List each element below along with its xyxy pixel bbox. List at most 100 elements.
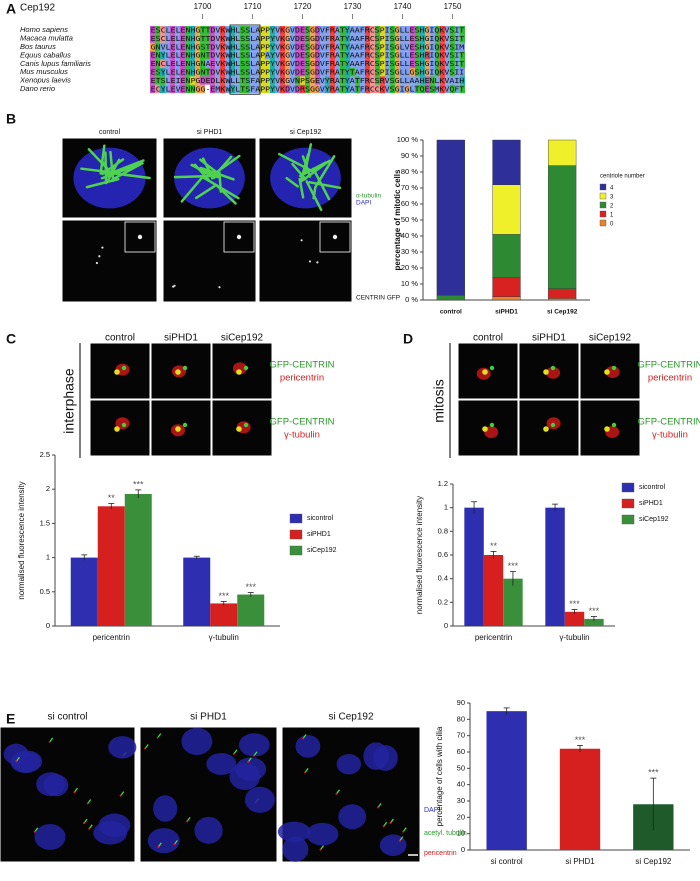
residue-cell [460, 84, 465, 94]
residue-cell [450, 34, 455, 43]
micrograph [518, 342, 580, 400]
micrograph [89, 399, 151, 457]
residue-cell [220, 68, 225, 77]
residue-cell [160, 68, 165, 77]
bar-segment [492, 296, 521, 301]
panel-label: B [6, 111, 16, 127]
sequence: ESCLELENHGTTDVKWHLSSLAPPYVKGVDESGDVFRATY… [151, 35, 466, 43]
residue-cell [365, 26, 370, 35]
residue-cell [335, 84, 340, 94]
species-name: Dano rerio [20, 84, 55, 93]
residue-cell [185, 26, 190, 35]
residue-cell [435, 59, 440, 68]
residue-cell [425, 76, 430, 85]
residue-cell [350, 26, 355, 35]
y-tick-label: 90 % [401, 151, 418, 160]
y-tick-label: 30 % [401, 247, 418, 256]
cilium [282, 0, 371, 785]
microtubule [190, 163, 216, 180]
residue-cell [155, 76, 160, 85]
residue-cell [220, 51, 225, 60]
residue-cell [285, 34, 290, 43]
residue-cell [185, 68, 190, 77]
y-axis-label: percentage of mitotic cells [393, 169, 402, 270]
centrin [236, 426, 242, 432]
residue-cell [290, 84, 295, 94]
residue-cell [340, 84, 345, 94]
residue-cell [305, 68, 310, 77]
residue-cell [270, 84, 275, 94]
residue-cell [325, 26, 330, 35]
residue-cell [450, 26, 455, 35]
residue-cell [175, 59, 180, 68]
residue-cell [260, 26, 265, 35]
residue-cell [285, 59, 290, 68]
residue-cell [195, 26, 200, 35]
micrograph [162, 219, 257, 303]
residue-cell [365, 34, 370, 43]
residue-cell [190, 68, 195, 77]
significance: *** [245, 582, 256, 592]
y-tick-label: 70 % [401, 183, 418, 192]
residue-cell [325, 68, 330, 77]
bar [210, 603, 238, 626]
sequence: ESCLELENHGTTDVKWHLSSLAPPYVKGVDESGDVFRATY… [151, 27, 466, 35]
residue-cell [340, 26, 345, 35]
y-tick-label: 50 [457, 763, 465, 772]
micrograph [457, 342, 519, 400]
residue-cell [170, 51, 175, 60]
stain-label: pericentrin [424, 850, 457, 857]
residue-cell [155, 34, 160, 43]
basal-body [247, 760, 250, 763]
residue-cell [305, 84, 310, 94]
y-tick-label: 1.2 [438, 479, 448, 488]
residue-cell [410, 68, 415, 77]
residue-cell [250, 26, 255, 35]
residue-cell [450, 84, 455, 94]
residue-cell [240, 42, 245, 52]
residue-cell [325, 76, 330, 85]
basal-body [335, 792, 338, 795]
stain-label: DAPI [356, 200, 371, 207]
residue-cell [160, 76, 165, 85]
y-tick-label: 100 % [397, 135, 419, 144]
condition-label: mitosis [431, 379, 447, 423]
residue-cell [260, 84, 265, 94]
residue-cell [180, 42, 185, 52]
basal-body [173, 843, 176, 846]
residue-cell [295, 51, 300, 60]
residue-cell [405, 68, 410, 77]
nucleus [295, 734, 321, 758]
residue-cell [210, 42, 215, 52]
y-tick-label: 40 [457, 780, 465, 789]
micrograph [61, 137, 158, 219]
residue-cell [220, 34, 225, 43]
bar-segment [548, 165, 577, 290]
residue-cell [305, 34, 310, 43]
y-tick-label: 90 [457, 698, 465, 707]
microtubule [308, 181, 342, 190]
position-label: 1720 [294, 2, 312, 11]
residue-cell [315, 59, 320, 68]
residue-cell [390, 76, 395, 85]
bar-segment [492, 139, 521, 185]
residue-cell [355, 26, 360, 35]
residue-cell [360, 34, 365, 43]
residue-cell [315, 26, 320, 35]
nucleus [10, 751, 41, 774]
residue-cell [215, 26, 220, 35]
residue-cell [220, 59, 225, 68]
residue-cell [440, 34, 445, 43]
micrograph [0, 726, 137, 863]
residue-cell [265, 42, 270, 52]
residue-cell [410, 84, 415, 94]
x-tick-label: si Cep192 [635, 857, 672, 866]
cilium [282, 0, 388, 770]
row-label: γ-tubulin [284, 430, 320, 441]
residue-cell [170, 42, 175, 52]
basal-body [15, 760, 18, 763]
residue-cell [210, 26, 215, 35]
nucleus [306, 822, 339, 846]
legend-label: siCep192 [307, 547, 337, 554]
residue-cell [250, 59, 255, 68]
